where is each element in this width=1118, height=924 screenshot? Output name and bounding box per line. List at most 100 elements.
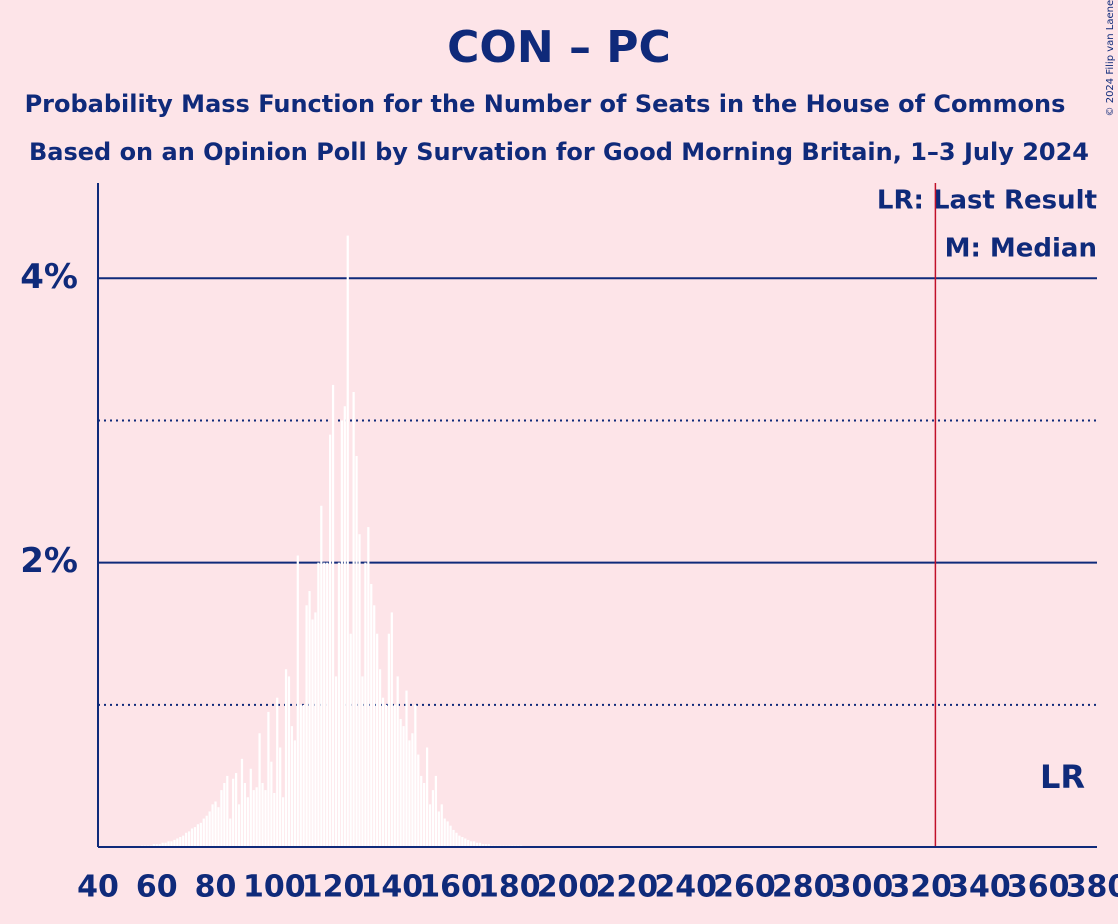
bar	[326, 562, 329, 847]
x-tick-label: 40	[77, 870, 119, 905]
bar	[340, 420, 343, 847]
bar	[472, 841, 476, 847]
bar	[373, 605, 376, 847]
x-tick-label: 100	[243, 870, 306, 905]
bar	[249, 768, 252, 847]
bar	[170, 841, 173, 847]
copyright: © 2024 Filip van Laenen	[1105, 0, 1116, 116]
bar	[376, 633, 379, 847]
bar	[261, 783, 264, 847]
bar	[449, 825, 452, 847]
bar	[152, 844, 155, 847]
bar	[243, 783, 247, 847]
bar	[414, 704, 417, 847]
bar	[214, 801, 217, 847]
bar	[155, 844, 158, 847]
bar	[337, 562, 341, 847]
bar	[331, 384, 335, 847]
bar	[334, 676, 338, 847]
bar	[420, 775, 423, 847]
bar	[158, 844, 161, 847]
bar	[217, 807, 220, 847]
bar	[323, 562, 326, 847]
bar	[311, 619, 314, 847]
bar	[487, 844, 490, 847]
bar	[402, 726, 405, 847]
bar	[399, 719, 402, 847]
bar	[458, 835, 461, 847]
bar	[179, 837, 182, 847]
bar	[478, 842, 482, 847]
bar	[282, 797, 285, 847]
bar	[467, 839, 470, 847]
bar	[408, 740, 411, 847]
bar	[314, 612, 317, 847]
bar	[226, 775, 229, 847]
bar	[428, 804, 432, 847]
bar	[167, 841, 170, 847]
bar	[190, 828, 194, 847]
legend-entry: M: Median	[945, 234, 1097, 264]
bar	[229, 818, 232, 847]
legend-entry: LR: Last Result	[877, 186, 1097, 216]
bar	[258, 733, 261, 847]
bar	[232, 778, 235, 847]
bar	[364, 562, 367, 847]
bar	[423, 783, 426, 847]
bar	[437, 811, 440, 847]
bar	[187, 831, 191, 847]
bar	[267, 711, 270, 847]
bar	[299, 704, 302, 847]
bar	[464, 838, 467, 847]
bar	[237, 804, 241, 847]
bar	[164, 842, 167, 847]
bar	[355, 455, 358, 847]
bar	[305, 605, 308, 847]
bar	[279, 747, 282, 847]
bar	[440, 804, 443, 847]
x-tick-label: 180	[478, 870, 541, 905]
bar	[193, 827, 197, 847]
chart-subtitle: Based on an Opinion Poll by Survation fo…	[29, 138, 1089, 166]
bar	[390, 612, 393, 847]
bar	[264, 790, 267, 847]
x-tick-label: 380	[1066, 870, 1118, 905]
bar	[220, 790, 223, 847]
bar	[446, 821, 449, 847]
bar	[296, 555, 299, 847]
bar	[484, 844, 487, 847]
bar	[411, 733, 414, 847]
bar	[434, 775, 437, 847]
bar	[349, 633, 352, 847]
bar	[320, 505, 323, 847]
x-tick-label: 120	[302, 870, 365, 905]
x-tick-label: 320	[889, 870, 952, 905]
bar	[185, 832, 188, 847]
x-tick-label: 240	[654, 870, 717, 905]
bar	[367, 527, 370, 847]
bar	[381, 697, 385, 847]
bar	[246, 797, 249, 847]
x-tick-label: 220	[596, 870, 659, 905]
bar	[329, 434, 332, 847]
bar	[455, 832, 458, 847]
bar	[343, 406, 346, 847]
bar	[252, 790, 255, 847]
bar	[470, 841, 473, 847]
bar	[396, 676, 399, 847]
bar	[276, 697, 279, 847]
x-tick-label: 360	[1007, 870, 1070, 905]
bar	[287, 676, 291, 847]
x-tick-label: 160	[419, 870, 482, 905]
x-tick-label: 80	[195, 870, 237, 905]
bar	[205, 815, 208, 847]
bar	[346, 235, 349, 847]
bar	[270, 761, 273, 847]
bar	[481, 844, 485, 847]
bar	[370, 583, 373, 847]
bar	[387, 633, 390, 847]
bar	[352, 392, 355, 847]
bar	[240, 758, 244, 847]
y-tick-label: 4%	[20, 257, 78, 297]
